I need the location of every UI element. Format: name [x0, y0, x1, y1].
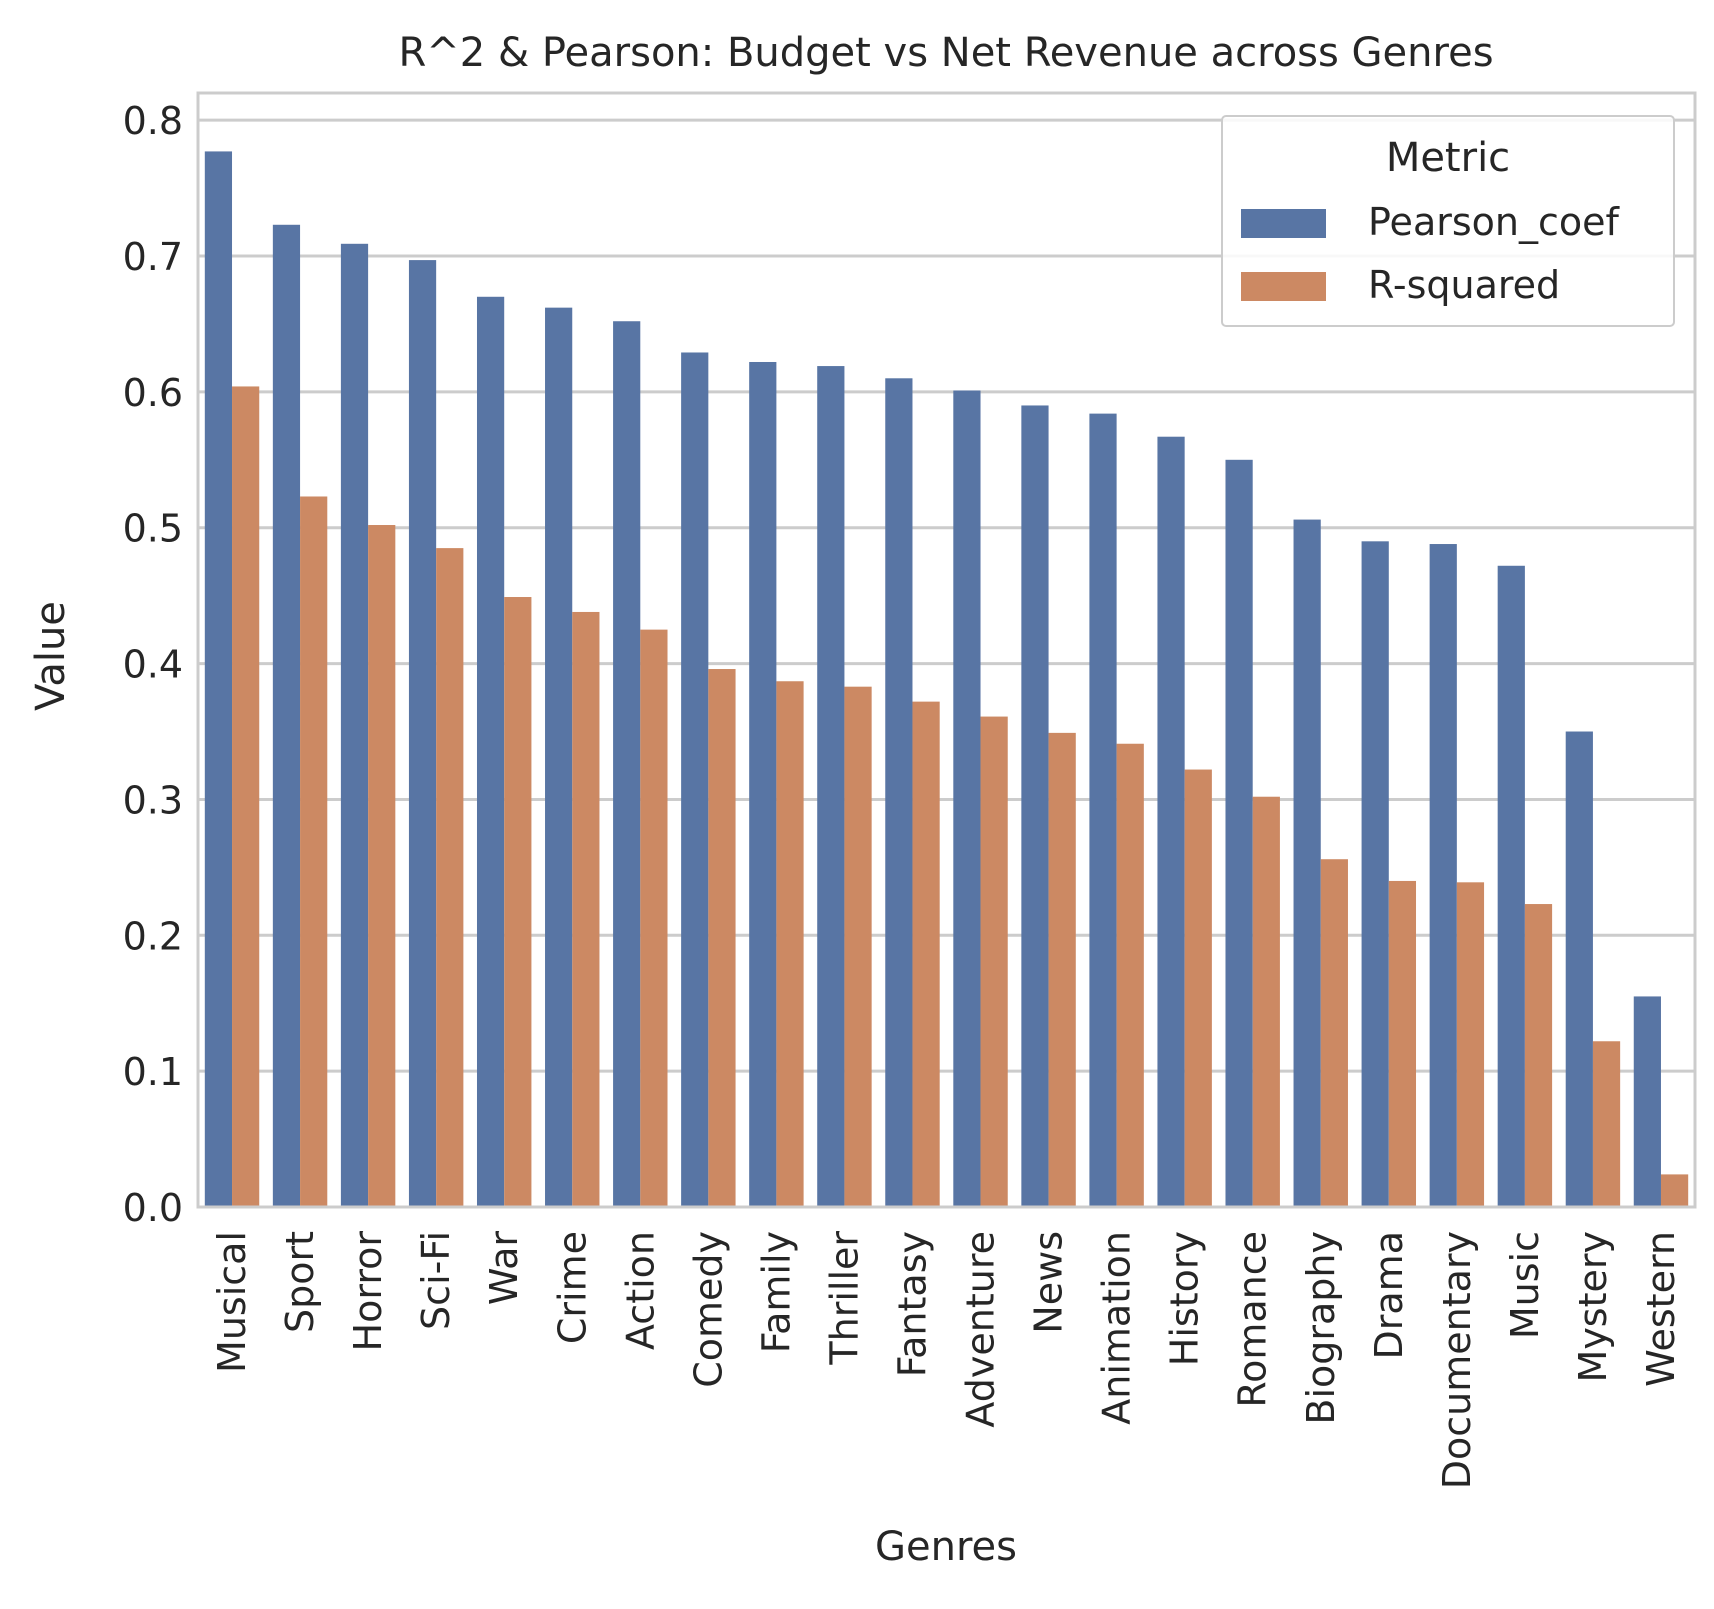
bar-pearson-coef-horror	[340, 243, 369, 1208]
x-axis-label: Genres	[875, 1524, 1017, 1570]
bar-pearson-coef-drama	[1361, 541, 1389, 1207]
x-tick-label: Action	[618, 1231, 662, 1350]
bar-r-squared-history	[1184, 769, 1212, 1207]
bar-r-squared-musical	[232, 386, 260, 1207]
bar-r-squared-mystery	[1592, 1041, 1621, 1207]
bar-r-squared-crime	[572, 611, 600, 1207]
x-tick-label: Family	[754, 1231, 798, 1353]
legend-box	[1221, 115, 1675, 327]
legend-label-pearson: Pearson_coef	[1368, 200, 1621, 244]
x-tick-label: History	[1163, 1231, 1207, 1366]
bar-r-squared-fantasy	[912, 701, 940, 1207]
y-ticks: 0.0 0.1 0.2 0.3 0.4 0.5 0.6 0.7 0.8	[123, 99, 183, 1230]
bar-pearson-coef-musical	[204, 151, 233, 1207]
bar-pearson-coef-fantasy	[885, 378, 913, 1207]
y-tick-label: 0.1	[123, 1050, 183, 1094]
y-axis-label: Value	[28, 601, 74, 711]
bar-r-squared-documentary	[1456, 882, 1485, 1207]
bar-r-squared-adventure	[980, 716, 1008, 1207]
bar-pearson-coef-animation	[1089, 413, 1117, 1207]
x-tick-label: Drama	[1367, 1231, 1411, 1359]
x-tick-label: Western	[1639, 1231, 1683, 1387]
bar-r-squared-action	[640, 629, 668, 1207]
legend-swatch-rsquared	[1241, 272, 1326, 301]
x-tick-label: Thriller	[822, 1231, 866, 1366]
legend-swatch-pearson	[1241, 209, 1326, 238]
bar-r-squared-animation	[1116, 743, 1144, 1207]
x-tick-label: Mystery	[1571, 1231, 1615, 1382]
bar-pearson-coef-biography	[1293, 519, 1321, 1207]
bar-r-squared-sci-fi	[436, 548, 464, 1207]
bar-pearson-coef-western	[1633, 996, 1661, 1207]
plot-frame	[196, 91, 1697, 1209]
bar-pearson-coef-music	[1497, 565, 1525, 1207]
x-tick-label: Romance	[1231, 1231, 1275, 1408]
y-tick-label: 0.4	[123, 643, 183, 687]
y-tick-label: 0.0	[123, 1186, 183, 1230]
bar-pearson-coef-comedy	[681, 352, 709, 1208]
bar-pearson-coef-war	[476, 296, 505, 1207]
x-tick-label: Comedy	[686, 1231, 730, 1388]
bar-pearson-coef-action	[613, 321, 641, 1208]
y-tick-label: 0.6	[123, 371, 183, 415]
legend-title: Metric	[1386, 135, 1510, 181]
bar-r-squared-comedy	[708, 669, 736, 1207]
chart-title: R^2 & Pearson: Budget vs Net Revenue acr…	[398, 30, 1493, 76]
legend-label-rsquared: R-squared	[1368, 263, 1560, 307]
x-tick-label: Horror	[346, 1231, 390, 1352]
bar-r-squared-thriller	[844, 686, 872, 1207]
bar-r-squared-drama	[1388, 880, 1417, 1207]
x-tick-label: Documentary	[1435, 1231, 1479, 1489]
x-ticks: Musical Sport Horror Sci-Fi War Crime Action Co…	[210, 1231, 1683, 1490]
x-tick-label: Sport	[278, 1231, 322, 1333]
bar-pearson-coef-sci-fi	[408, 260, 437, 1208]
y-tick-label: 0.3	[123, 778, 183, 822]
bar-pearson-coef-family	[749, 361, 777, 1207]
bar-r-squared-music	[1524, 904, 1553, 1207]
bar-pearson-coef-crime	[545, 307, 573, 1207]
bar-pearson-coef-sport	[272, 224, 301, 1207]
x-tick-label: Music	[1503, 1231, 1547, 1339]
bar-pearson-coef-thriller	[817, 366, 845, 1207]
legend: Metric Pearson_coef R-squared	[1221, 115, 1675, 327]
bar-pearson-coef-romance	[1225, 459, 1253, 1207]
y-tick-label: 0.2	[123, 914, 183, 958]
x-tick-label: Fantasy	[890, 1231, 934, 1377]
bar-pearson-coef-history	[1157, 436, 1185, 1208]
bar-pearson-coef-adventure	[953, 390, 981, 1207]
y-tick-label: 0.5	[123, 507, 183, 551]
bar-r-squared-horror	[368, 525, 396, 1207]
x-tick-label: Biography	[1299, 1231, 1343, 1425]
bar-r-squared-romance	[1252, 796, 1280, 1207]
bar-r-squared-sport	[300, 496, 328, 1207]
x-tick-label: Musical	[210, 1231, 254, 1373]
x-tick-label: Sci-Fi	[414, 1231, 458, 1330]
bar-pearson-coef-mystery	[1565, 731, 1593, 1207]
bar-r-squared-news	[1048, 732, 1076, 1207]
bars	[204, 151, 1689, 1208]
bar-r-squared-war	[504, 597, 532, 1207]
bar-pearson-coef-news	[1021, 405, 1049, 1208]
x-tick-label: War	[482, 1231, 526, 1305]
bar-r-squared-western	[1660, 1174, 1689, 1207]
x-tick-label: News	[1027, 1231, 1071, 1334]
bar-r-squared-family	[776, 681, 804, 1207]
x-tick-label: Animation	[1095, 1231, 1139, 1425]
y-tick-label: 0.8	[123, 99, 183, 143]
bar-r-squared-biography	[1320, 859, 1348, 1207]
x-tick-label: Crime	[550, 1231, 594, 1344]
x-tick-label: Adventure	[959, 1231, 1003, 1428]
bar-pearson-coef-documentary	[1429, 544, 1457, 1207]
y-tick-label: 0.7	[123, 235, 183, 279]
